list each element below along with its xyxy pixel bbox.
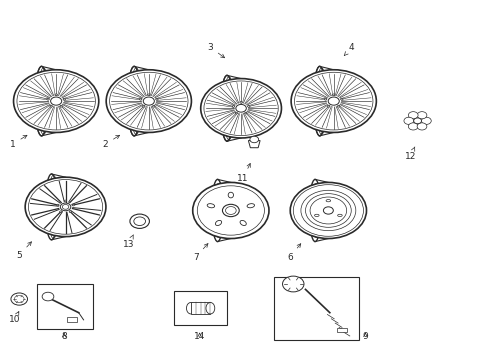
Text: 10: 10 — [9, 311, 20, 324]
Text: 4: 4 — [344, 43, 354, 56]
Ellipse shape — [215, 220, 221, 225]
Circle shape — [134, 217, 145, 226]
Circle shape — [244, 112, 246, 114]
Circle shape — [407, 112, 417, 119]
Text: 14: 14 — [194, 332, 205, 341]
Ellipse shape — [240, 220, 246, 225]
Bar — [37, 284, 93, 329]
Circle shape — [155, 98, 158, 100]
Text: 3: 3 — [207, 43, 224, 58]
Circle shape — [50, 105, 52, 107]
Circle shape — [55, 94, 57, 96]
Circle shape — [327, 97, 339, 105]
Circle shape — [340, 98, 342, 100]
Text: 12: 12 — [404, 147, 415, 161]
Circle shape — [60, 203, 71, 211]
Ellipse shape — [205, 302, 214, 314]
Circle shape — [235, 112, 237, 114]
Ellipse shape — [246, 204, 254, 208]
Circle shape — [142, 105, 145, 107]
Circle shape — [60, 211, 62, 212]
Circle shape — [416, 112, 426, 119]
Circle shape — [222, 204, 239, 217]
Circle shape — [407, 123, 417, 130]
Circle shape — [413, 118, 421, 124]
Circle shape — [416, 123, 426, 130]
Circle shape — [72, 204, 74, 206]
Circle shape — [235, 104, 246, 112]
Circle shape — [51, 97, 61, 105]
Circle shape — [11, 293, 27, 305]
Circle shape — [332, 94, 334, 96]
Circle shape — [327, 105, 329, 107]
Circle shape — [69, 211, 71, 212]
Text: 6: 6 — [286, 244, 300, 262]
Circle shape — [282, 276, 304, 292]
Text: 13: 13 — [122, 235, 134, 249]
Circle shape — [192, 183, 268, 239]
Circle shape — [240, 102, 242, 103]
Circle shape — [130, 214, 149, 228]
Circle shape — [403, 117, 413, 125]
Circle shape — [47, 98, 49, 100]
Text: 5: 5 — [16, 242, 31, 260]
Bar — [273, 277, 358, 339]
Circle shape — [232, 105, 234, 107]
Circle shape — [249, 136, 258, 143]
Circle shape — [106, 70, 191, 132]
Circle shape — [57, 204, 59, 206]
Text: 9: 9 — [362, 332, 367, 341]
Ellipse shape — [325, 199, 330, 202]
Ellipse shape — [228, 192, 233, 198]
Circle shape — [323, 207, 333, 214]
Circle shape — [200, 78, 281, 138]
Circle shape — [42, 292, 54, 301]
Circle shape — [25, 177, 106, 237]
Circle shape — [290, 70, 376, 132]
Text: 7: 7 — [192, 244, 207, 262]
Circle shape — [247, 105, 249, 107]
Circle shape — [421, 117, 430, 125]
Ellipse shape — [186, 302, 195, 314]
Bar — [190, 302, 210, 314]
Circle shape — [139, 98, 142, 100]
Bar — [66, 317, 77, 322]
Circle shape — [152, 105, 155, 107]
Circle shape — [290, 183, 366, 239]
Polygon shape — [248, 140, 260, 148]
Circle shape — [337, 105, 339, 107]
Circle shape — [143, 97, 154, 105]
Ellipse shape — [337, 214, 342, 216]
Bar — [173, 291, 227, 325]
Ellipse shape — [207, 204, 214, 208]
Circle shape — [64, 200, 66, 202]
Text: 1: 1 — [10, 135, 27, 149]
Ellipse shape — [314, 214, 319, 216]
Circle shape — [63, 98, 65, 100]
Text: 11: 11 — [237, 163, 250, 183]
Text: 2: 2 — [102, 135, 120, 149]
Circle shape — [60, 105, 62, 107]
Bar — [336, 328, 346, 332]
Circle shape — [147, 94, 150, 96]
Circle shape — [324, 98, 326, 100]
Text: 8: 8 — [61, 332, 67, 341]
Circle shape — [14, 70, 99, 132]
